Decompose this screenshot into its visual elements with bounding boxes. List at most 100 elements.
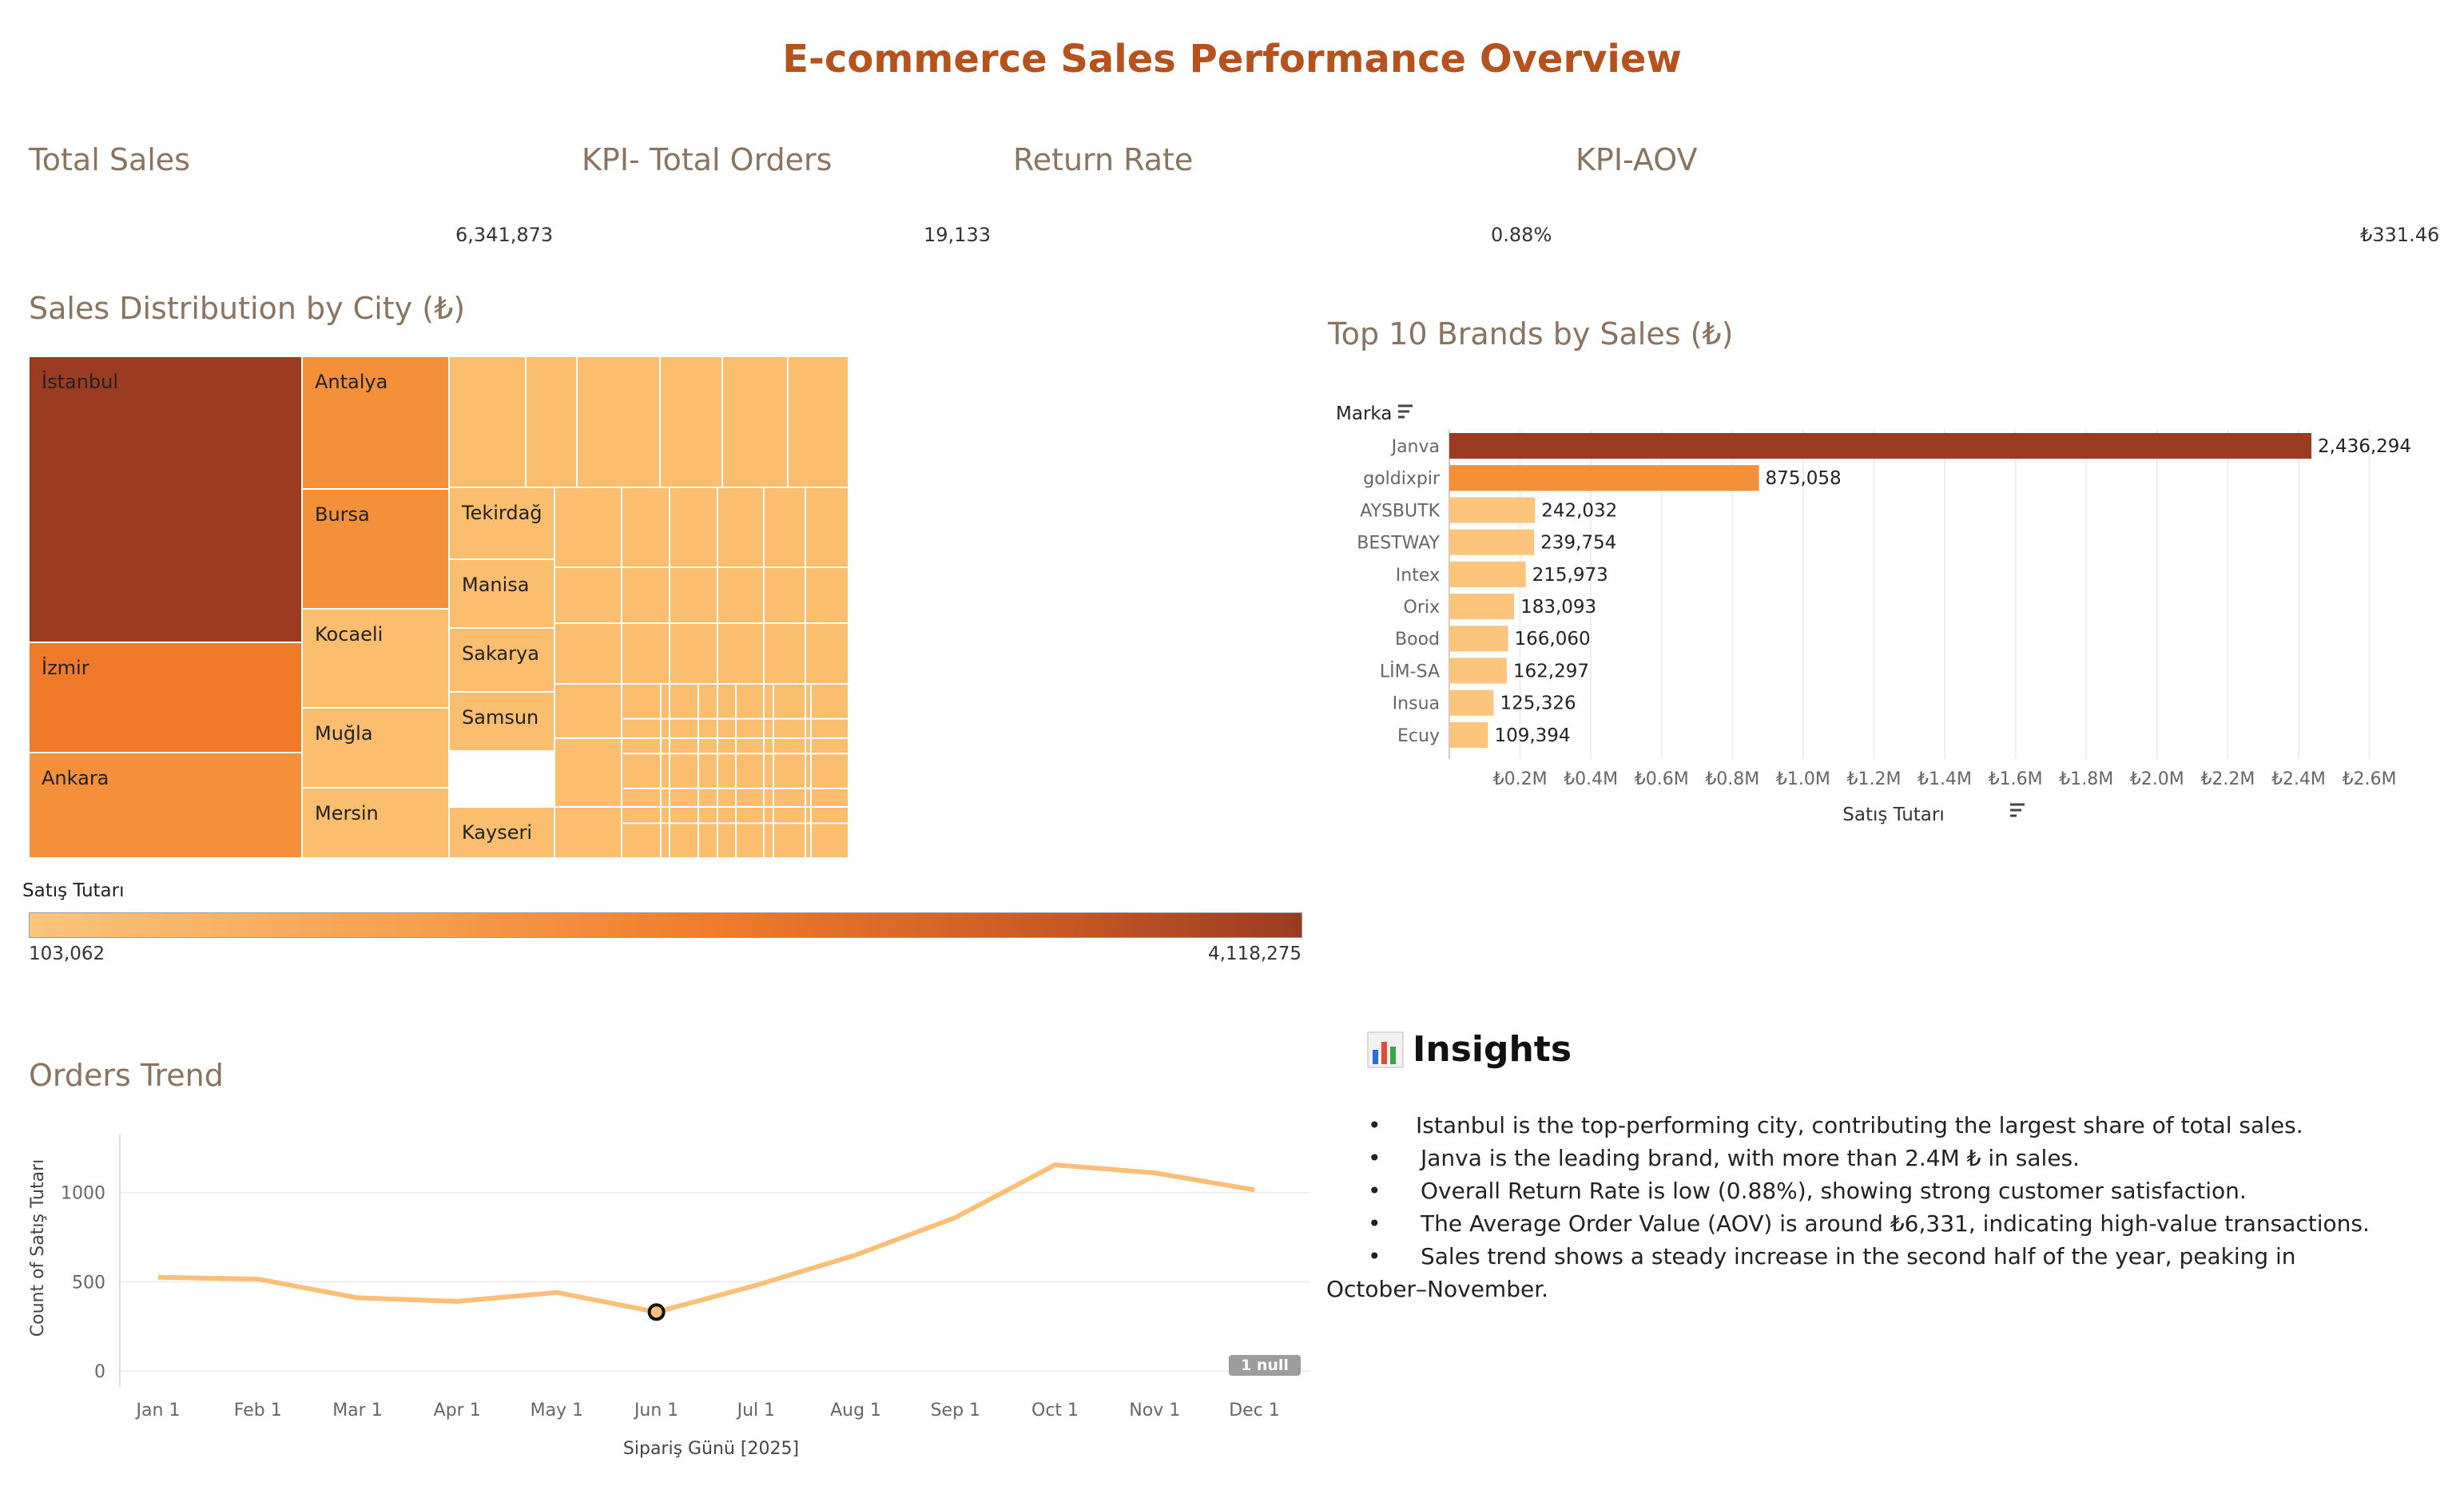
brand-bar[interactable] [1449, 689, 1494, 716]
treemap-tile[interactable] [805, 737, 849, 808]
treemap-tile[interactable] [717, 683, 765, 739]
x-tick-label: ₺0.8M [1705, 769, 1759, 789]
treemap-tile[interactable] [669, 806, 718, 859]
treemap-tile[interactable] [669, 737, 718, 808]
treemap-label: Sakarya [462, 642, 539, 665]
treemap-tile[interactable] [669, 487, 718, 568]
treemap-tile[interactable] [554, 737, 622, 808]
null-badge[interactable]: 1 null [1229, 1355, 1301, 1376]
treemap-label: İstanbul [42, 370, 118, 393]
orders-trend-title: Orders Trend [29, 1058, 224, 1093]
sort-icon[interactable] [1398, 404, 1413, 419]
treemap-tile[interactable] [576, 356, 661, 488]
kpi-aov-value: ₺331.46 [2360, 224, 2440, 246]
treemap-tile[interactable] [621, 622, 670, 685]
treemap-tile[interactable] [763, 806, 806, 859]
treemap-tile[interactable] [448, 691, 555, 752]
x-tick-label: ₺0.6M [1635, 769, 1689, 789]
treemap-tile[interactable] [621, 737, 670, 808]
treemap-tile[interactable] [554, 487, 622, 568]
highlight-point[interactable] [647, 1303, 666, 1321]
treemap-tile[interactable] [554, 806, 622, 859]
y-tick-label: 0 [94, 1362, 105, 1382]
treemap-tile[interactable] [621, 566, 670, 624]
treemap-tile[interactable] [621, 487, 670, 568]
y-tick-label: Bood [1395, 630, 1440, 650]
treemap-tile[interactable] [301, 787, 450, 859]
treemap-tile[interactable] [717, 806, 765, 859]
treemap-tile[interactable] [805, 806, 849, 859]
treemap-tile[interactable] [763, 566, 806, 624]
treemap-label: Kayseri [462, 821, 532, 844]
bar-data-label: 875,058 [1766, 468, 1842, 489]
treemap-tile[interactable] [554, 622, 622, 685]
city-map-title: Sales Distribution by City (₺) [29, 291, 466, 326]
x-tick-label: ₺1.6M [1989, 769, 2043, 789]
treemap-tile[interactable] [805, 566, 849, 624]
brand-bar[interactable] [1449, 561, 1526, 587]
treemap-tile[interactable] [621, 683, 670, 739]
sort-icon[interactable] [2010, 803, 2025, 817]
treemap-tile[interactable] [448, 487, 555, 568]
brand-bar[interactable] [1449, 626, 1508, 652]
treemap-tile[interactable] [763, 622, 806, 685]
bar-chart-icon [1366, 1031, 1405, 1069]
trend-x-ticks: Jan 1 Feb 1 Mar 1 Apr 1 May 1 Jun 1 Jul 1 Aug 1… [135, 1401, 1280, 1420]
kpi-return-rate-value: 0.88% [1491, 224, 1552, 246]
treemap-tile[interactable] [554, 683, 622, 739]
bar-data-label: 166,060 [1515, 629, 1591, 650]
treemap-tile[interactable] [805, 622, 849, 685]
treemap-tile[interactable] [669, 566, 718, 624]
treemap-tile[interactable] [301, 488, 450, 610]
brand-bar[interactable] [1449, 465, 1759, 491]
x-tick-label: ₺1.2M [1846, 769, 1901, 789]
brand-bar[interactable] [1449, 594, 1515, 620]
treemap-tile[interactable] [669, 683, 718, 739]
treemap-tile[interactable] [669, 622, 718, 685]
y-tick-label: 1000 [61, 1184, 105, 1204]
treemap-tile[interactable] [805, 487, 849, 568]
treemap-tile[interactable] [448, 627, 555, 693]
treemap-tile[interactable] [301, 356, 450, 490]
treemap-tile[interactable] [448, 356, 527, 488]
treemap-tile[interactable] [621, 806, 670, 859]
kpi-total-sales-title: Total Sales [29, 142, 190, 177]
treemap-tile[interactable] [448, 558, 555, 632]
y-tick-label: Janva [1390, 437, 1440, 457]
brands-x-ticks: ₺0.2M ₺0.4M ₺0.6M ₺0.8M ₺1.0M ₺1.2M ₺1.4M ₺1.6M… [1493, 769, 2397, 789]
treemap-tile[interactable] [763, 487, 806, 568]
insight-item-continuation: October–November. [1326, 1276, 1549, 1302]
treemap-label: Manisa [462, 574, 530, 596]
bar-data-label: 242,032 [1541, 500, 1617, 521]
kpi-total-orders-value: 19,133 [924, 224, 991, 246]
brand-bar[interactable] [1449, 433, 2311, 459]
treemap-tile[interactable] [554, 566, 622, 624]
treemap-tile[interactable] [28, 642, 303, 753]
treemap-tile[interactable] [805, 683, 849, 739]
kpi-aov-title: KPI-AOV [1576, 142, 1698, 177]
treemap-tile[interactable] [659, 356, 723, 488]
treemap-tile[interactable] [717, 487, 765, 568]
trend-y-ticks: 0 500 1000 [61, 1184, 105, 1382]
treemap-tile[interactable] [717, 737, 765, 808]
brand-bar[interactable] [1449, 497, 1536, 523]
insight-item: • The Average Order Value (AOV) is around… [1368, 1210, 2370, 1237]
brand-bar[interactable] [1449, 721, 1488, 748]
brand-bar[interactable] [1449, 529, 1535, 555]
treemap-tile[interactable] [763, 683, 806, 739]
x-tick-label: Jan 1 [135, 1401, 181, 1420]
treemap-tile[interactable] [525, 356, 578, 488]
treemap-tile[interactable] [763, 737, 806, 808]
treemap-tile[interactable] [721, 356, 789, 488]
brand-bar[interactable] [1449, 658, 1507, 684]
treemap-tile[interactable] [717, 566, 765, 624]
treemap-tile[interactable] [301, 707, 450, 789]
bar-data-label: 2,436,294 [2318, 436, 2411, 457]
treemap-tile[interactable] [28, 752, 303, 859]
treemap-label: Kocaeli [315, 623, 383, 646]
x-tick-label: Nov 1 [1129, 1401, 1180, 1420]
treemap-tile[interactable] [717, 622, 765, 685]
treemap-tile[interactable] [787, 356, 849, 488]
treemap-tile[interactable] [448, 806, 555, 859]
